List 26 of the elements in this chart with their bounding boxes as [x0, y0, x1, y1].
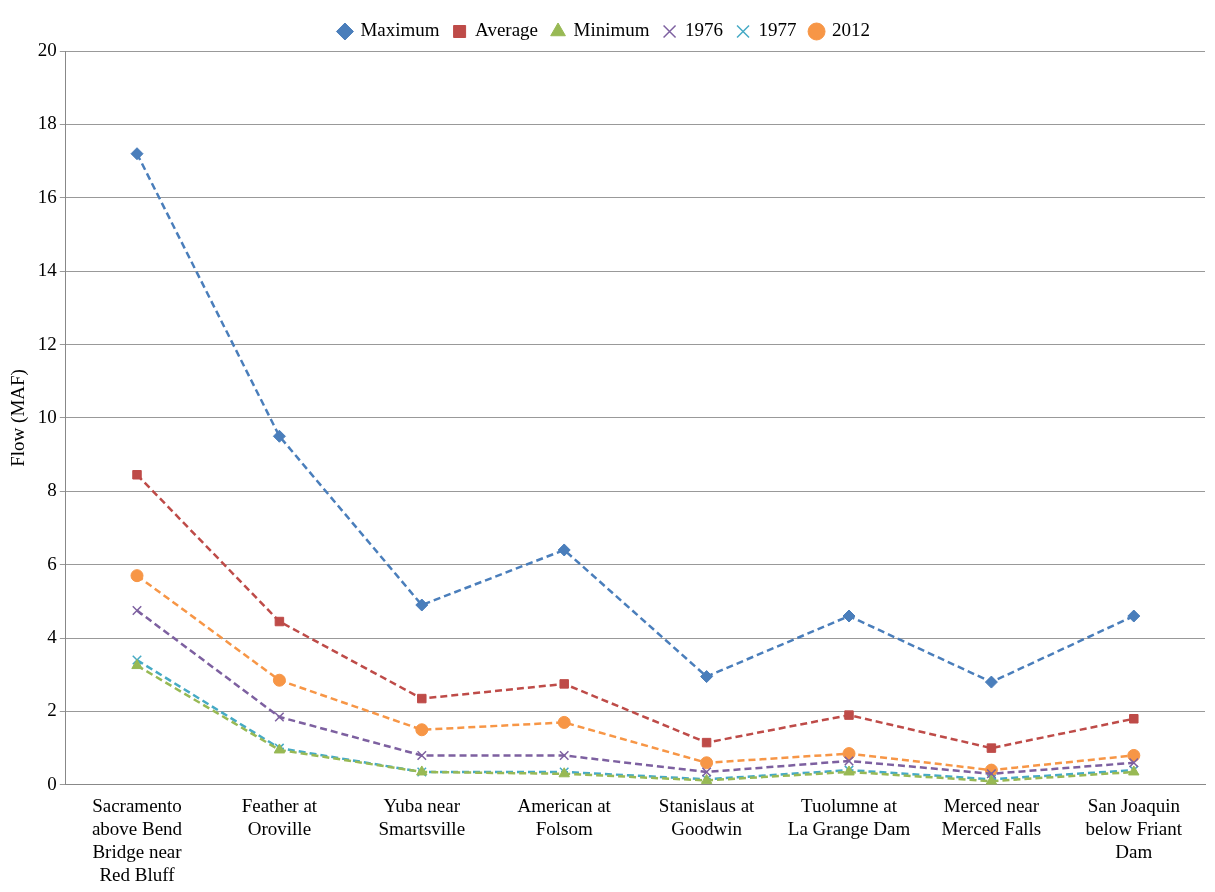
- x-tick-label: Merced near Merced Falls: [941, 795, 1042, 839]
- y-tick-label: 2: [47, 699, 57, 721]
- x-tick-label: Yuba near Smartsville: [378, 795, 466, 839]
- legend-label: 2012: [832, 19, 871, 41]
- y-tick-label: 20: [37, 38, 57, 60]
- y-tick-label: 4: [47, 626, 58, 648]
- y-tick-label: 18: [37, 112, 57, 134]
- x-tick-label: Stanislaus at Goodwin: [658, 795, 756, 839]
- y-tick-label: 10: [37, 405, 57, 427]
- y-tick-label: 16: [37, 185, 57, 207]
- legend-label: 1976: [685, 19, 724, 41]
- y-tick-label: 0: [47, 772, 57, 794]
- legend-label: Average: [475, 19, 539, 41]
- x-tick-label: San Joaquin below Friant Dam: [1085, 795, 1183, 862]
- legend-label: Minimum: [573, 19, 650, 41]
- legend-label: 1977: [758, 19, 797, 41]
- y-tick-label: 14: [37, 259, 58, 281]
- x-tick-label: American at Folsom: [517, 795, 612, 839]
- x-tick-label: Tuolumne at La Grange Dam: [787, 795, 911, 839]
- y-tick-label: 8: [47, 479, 57, 501]
- legend-label: Maximum: [360, 19, 440, 41]
- y-axis-title: Flow (MAF): [7, 369, 30, 467]
- x-tick-label: Sacramento above Bend Bridge near Red Bluff: [91, 795, 183, 885]
- y-tick-label: 12: [37, 332, 57, 354]
- y-tick-label: 6: [47, 552, 57, 574]
- x-tick-label: Feather at Oroville: [241, 795, 318, 839]
